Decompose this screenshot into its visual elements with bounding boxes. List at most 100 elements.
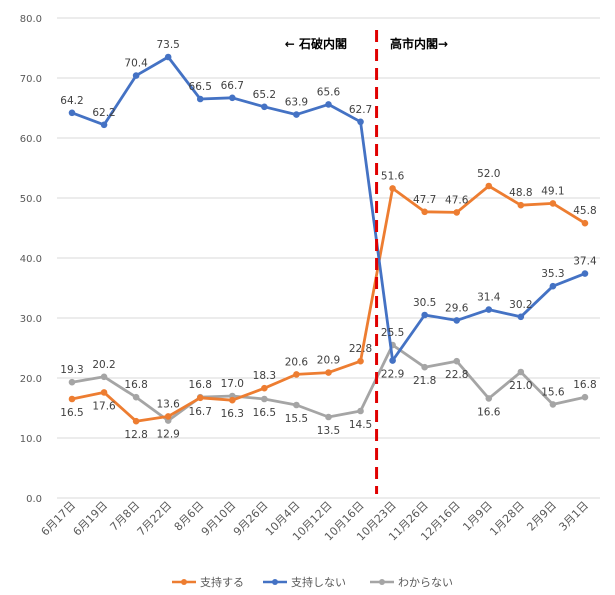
data-label: 47.6 xyxy=(445,194,469,206)
x-tick-label: 7月22日 xyxy=(135,499,175,539)
data-point xyxy=(132,393,140,401)
annotation-takaichi: 高市内閣→ xyxy=(390,36,448,51)
y-tick-label: 10.0 xyxy=(20,434,42,445)
y-tick-label: 0.0 xyxy=(26,494,42,505)
data-point xyxy=(357,118,364,126)
data-point xyxy=(325,369,332,376)
data-label: 16.5 xyxy=(253,407,276,419)
data-label: 30.2 xyxy=(509,299,532,311)
data-label: 20.2 xyxy=(92,359,115,371)
data-label: 65.6 xyxy=(317,86,341,98)
data-label: 22.9 xyxy=(381,369,404,381)
data-point xyxy=(549,200,557,207)
data-label: 13.5 xyxy=(317,425,340,437)
data-point xyxy=(293,401,300,409)
data-label: 70.4 xyxy=(124,58,148,70)
data-point xyxy=(453,209,461,216)
data-label: 18.3 xyxy=(253,370,276,382)
data-point xyxy=(293,371,300,378)
y-tick-label: 70.0 xyxy=(20,74,42,85)
data-label: 49.1 xyxy=(541,185,564,197)
x-tick-label: 2月9日 xyxy=(524,499,559,534)
data-point xyxy=(485,306,493,313)
data-label: 66.5 xyxy=(189,81,212,93)
data-label: 16.5 xyxy=(60,407,83,419)
data-label: 21.8 xyxy=(413,375,436,387)
data-label: 19.3 xyxy=(60,364,83,376)
y-tick-label: 50.0 xyxy=(20,194,42,205)
legend-marker xyxy=(272,579,278,585)
data-point xyxy=(357,357,364,365)
data-label: 48.8 xyxy=(509,187,532,199)
data-label: 22.8 xyxy=(349,343,372,355)
data-label: 17.0 xyxy=(221,378,244,390)
data-label: 21.0 xyxy=(509,380,532,392)
annotation-ishiba: ← 石破内閣 xyxy=(285,36,347,51)
data-point xyxy=(100,389,108,396)
data-point xyxy=(229,396,236,404)
y-tick-label: 60.0 xyxy=(20,134,42,145)
data-point xyxy=(421,311,428,319)
data-point xyxy=(517,368,525,376)
data-label: 13.6 xyxy=(156,398,180,410)
legend-label: わからない xyxy=(398,576,453,589)
series-line-0 xyxy=(71,184,586,423)
data-point xyxy=(453,317,461,324)
data-point xyxy=(261,103,268,111)
data-point xyxy=(68,109,76,117)
data-point xyxy=(485,395,493,402)
data-label: 16.3 xyxy=(221,408,244,420)
data-point xyxy=(132,417,140,425)
data-label: 63.9 xyxy=(285,97,308,109)
data-label: 16.6 xyxy=(477,406,501,418)
data-label: 17.6 xyxy=(92,400,116,412)
data-label: 31.4 xyxy=(477,292,501,304)
x-tick-label: 1月28日 xyxy=(487,499,527,539)
data-label: 62.7 xyxy=(349,104,372,116)
data-label: 20.6 xyxy=(285,356,309,368)
data-point xyxy=(164,53,172,61)
data-point xyxy=(421,363,428,371)
data-point xyxy=(549,282,557,290)
data-label: 45.8 xyxy=(573,205,596,217)
data-point xyxy=(517,201,525,209)
data-point xyxy=(581,219,589,227)
legend-marker xyxy=(181,579,187,585)
data-label: 15.6 xyxy=(541,386,565,398)
data-label: 65.2 xyxy=(253,89,276,101)
data-point xyxy=(261,384,268,392)
data-label: 14.5 xyxy=(349,419,372,431)
data-label: 51.6 xyxy=(381,170,405,182)
y-tick-label: 40.0 xyxy=(20,254,42,265)
data-label: 62.2 xyxy=(92,107,115,119)
data-point xyxy=(325,101,332,108)
data-point xyxy=(453,357,461,365)
data-label: 16.8 xyxy=(189,379,212,391)
data-point xyxy=(389,185,396,192)
data-label: 25.5 xyxy=(381,327,404,339)
data-label: 30.5 xyxy=(413,297,436,309)
data-label: 37.4 xyxy=(573,256,597,268)
y-tick-label: 80.0 xyxy=(20,14,42,25)
legend-marker xyxy=(379,579,385,585)
data-point xyxy=(196,95,204,103)
data-point xyxy=(389,357,396,364)
data-point xyxy=(68,378,76,386)
x-tick-label: 6月17日 xyxy=(39,499,79,539)
y-tick-label: 20.0 xyxy=(20,374,42,385)
y-tick-label: 30.0 xyxy=(20,314,42,325)
data-label: 35.3 xyxy=(541,268,564,280)
data-label: 22.8 xyxy=(445,369,468,381)
data-label: 52.0 xyxy=(477,168,500,180)
x-tick-label: 3月1日 xyxy=(556,499,591,534)
data-point xyxy=(229,94,236,102)
x-tick-label: 9月26日 xyxy=(231,499,271,539)
data-label: 16.8 xyxy=(573,379,596,391)
data-point xyxy=(357,407,364,415)
data-label: 20.9 xyxy=(317,355,340,367)
x-tick-label: 6月19日 xyxy=(71,499,111,539)
data-label: 12.9 xyxy=(156,429,179,441)
data-label: 29.6 xyxy=(445,302,469,314)
data-label: 12.8 xyxy=(124,429,147,441)
